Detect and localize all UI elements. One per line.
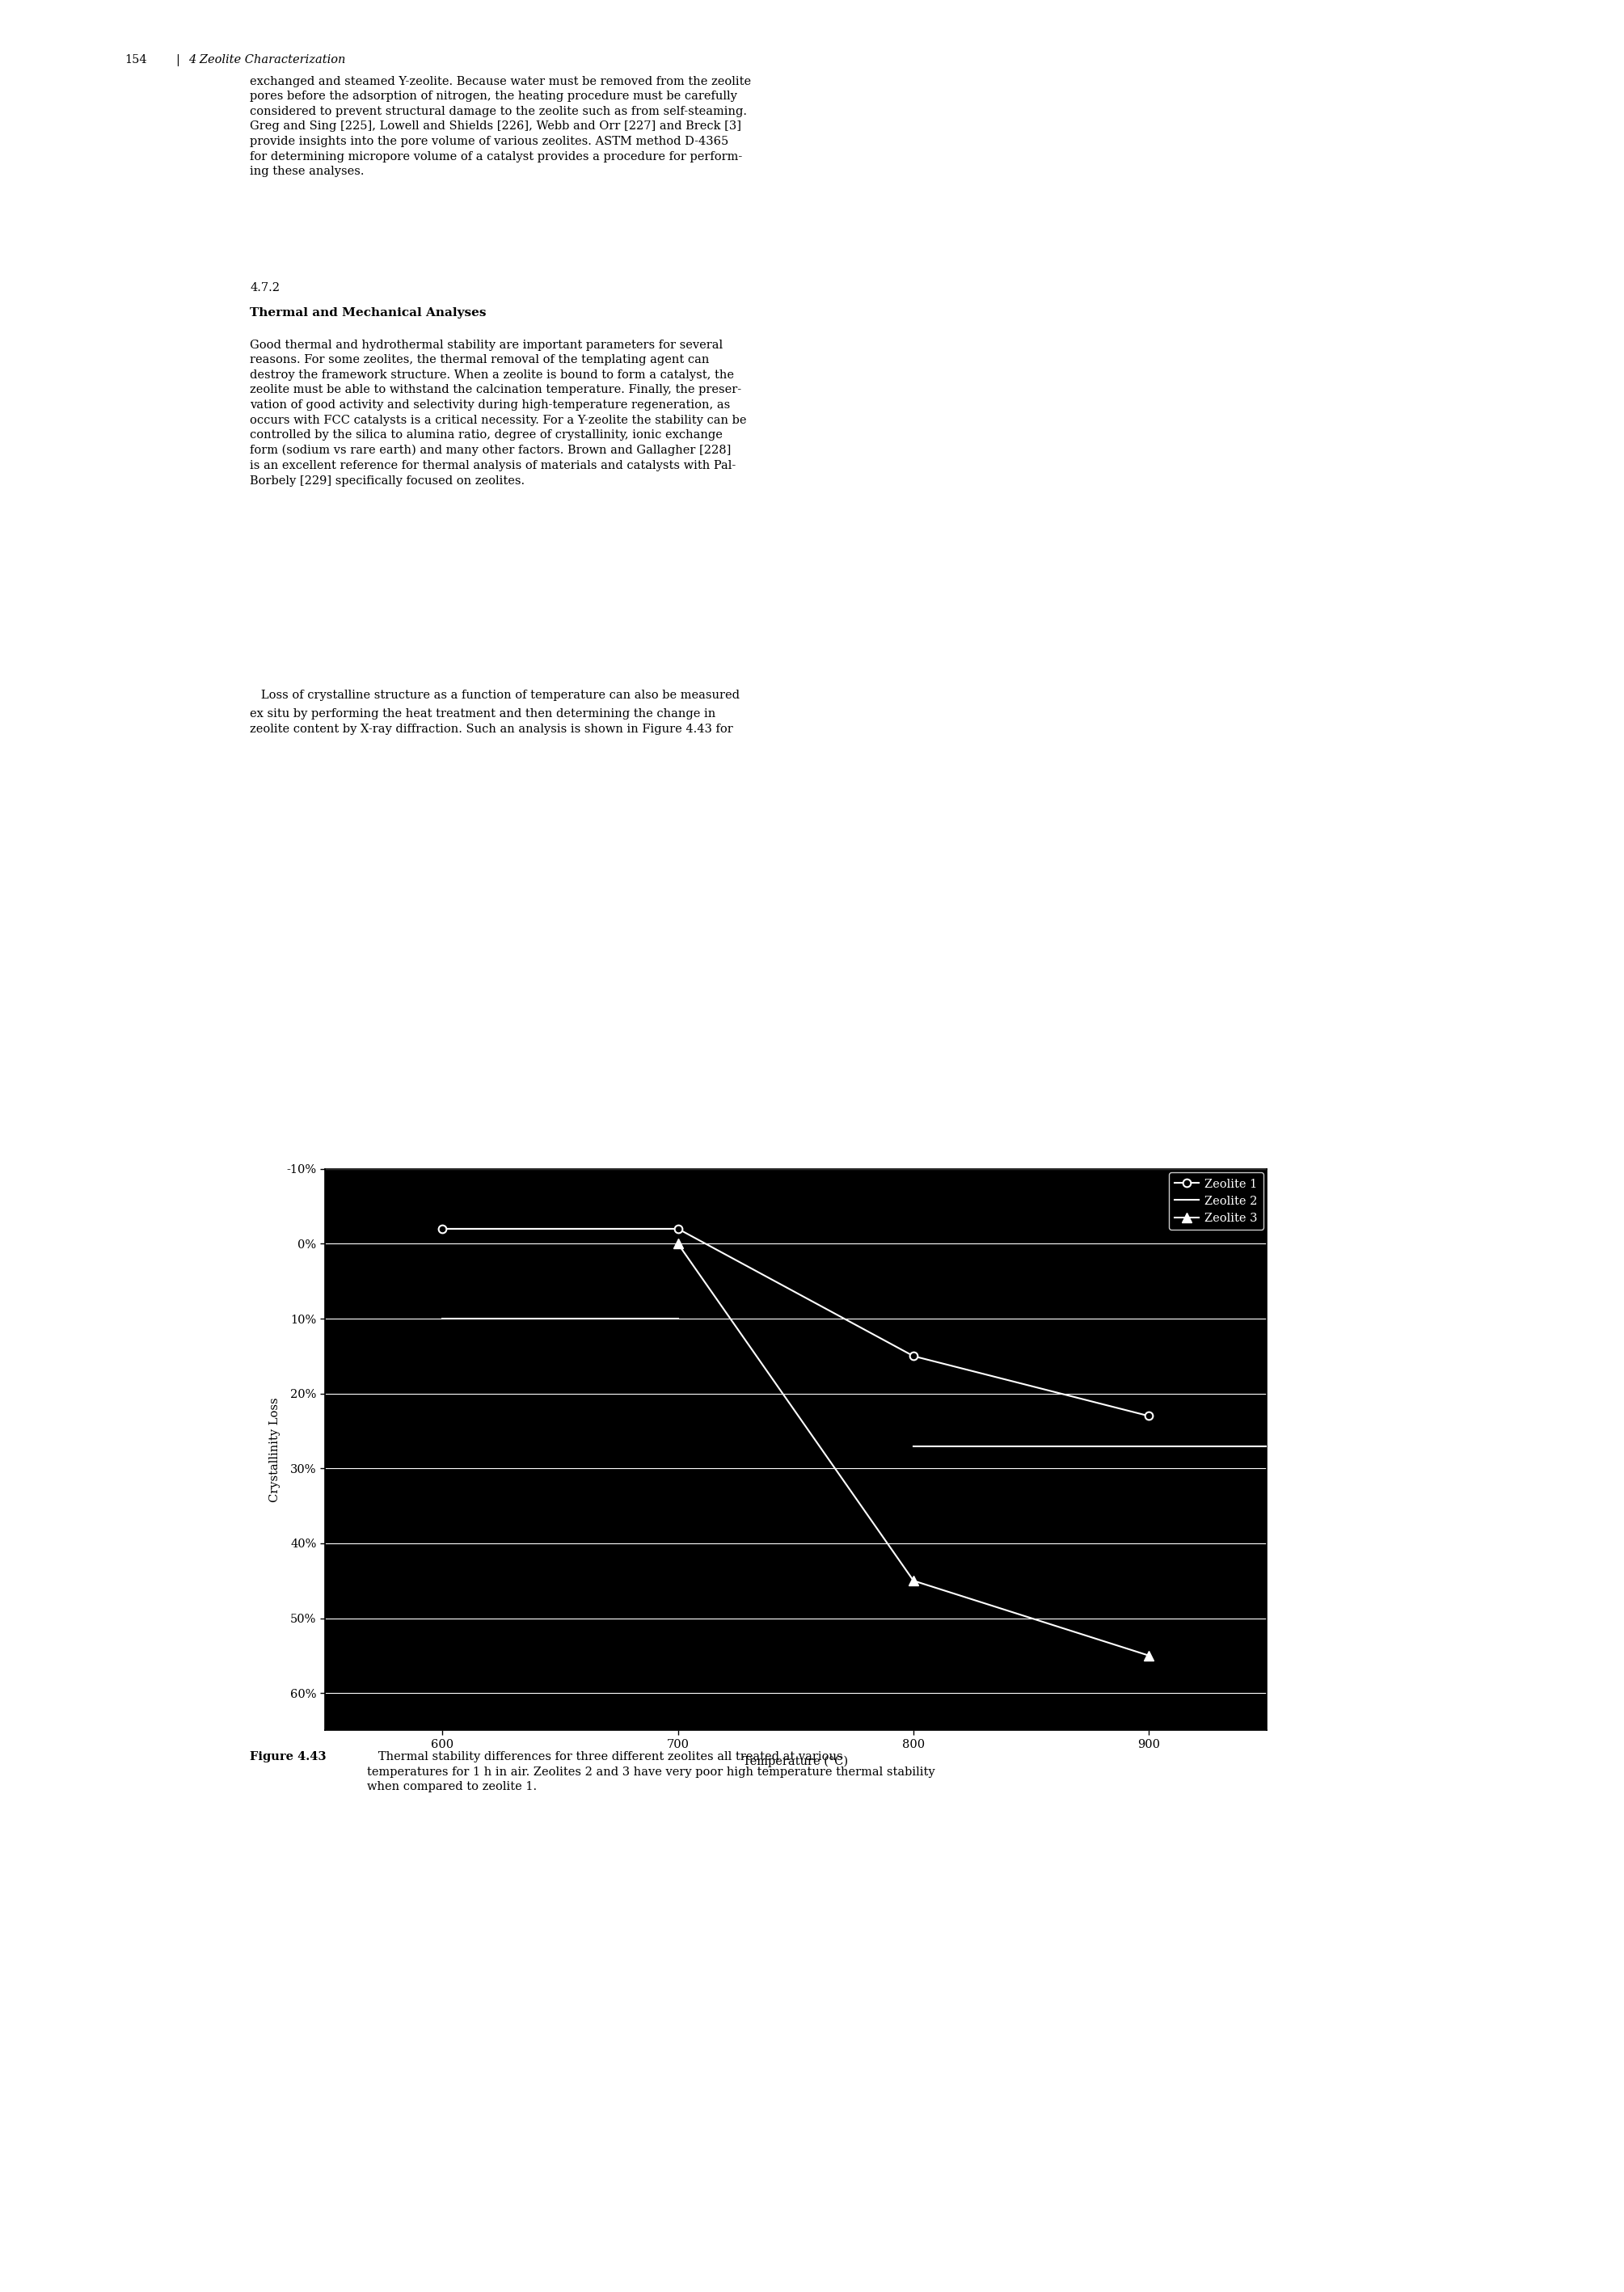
Text: Thermal stability differences for three different zeolites all treated at variou: Thermal stability differences for three …: [367, 1751, 935, 1792]
Zeolite 3: [903, 1568, 922, 1595]
Text: 4 Zeolite Characterization: 4 Zeolite Characterization: [188, 53, 346, 64]
X-axis label: Temperature (°C): Temperature (°C): [744, 1756, 848, 1767]
Zeolite 3: [669, 1231, 689, 1258]
Y-axis label: Crystallinity Loss: Crystallinity Loss: [270, 1398, 281, 1501]
Text: Figure 4.43: Figure 4.43: [250, 1751, 326, 1763]
Text: 4.7.2: 4.7.2: [250, 282, 279, 293]
Text: Good thermal and hydrothermal stability are important parameters for several
rea: Good thermal and hydrothermal stability …: [250, 339, 747, 486]
Zeolite 1: [432, 1215, 451, 1242]
Zeolite 2: [432, 1304, 451, 1332]
Zeolite 1: [903, 1343, 922, 1371]
Text: ex situ by performing the heat treatment and then determining the change in
zeol: ex situ by performing the heat treatment…: [250, 708, 734, 736]
Zeolite 2: [669, 1304, 689, 1332]
Line: Zeolite 3: Zeolite 3: [672, 1238, 1155, 1662]
Text: exchanged and steamed Y-zeolite. Because water must be removed from the zeolite
: exchanged and steamed Y-zeolite. Because…: [250, 76, 752, 176]
Line: Zeolite 1: Zeolite 1: [438, 1224, 1153, 1421]
Text: Loss of crystalline structure as a function of temperature can also be measured: Loss of crystalline structure as a funct…: [250, 690, 741, 701]
Zeolite 3: [1140, 1641, 1160, 1669]
Legend: Zeolite 1, Zeolite 2, Zeolite 3: Zeolite 1, Zeolite 2, Zeolite 3: [1169, 1174, 1263, 1231]
Text: 154: 154: [125, 53, 148, 64]
Zeolite 1: [669, 1215, 689, 1242]
Text: |: |: [175, 53, 179, 66]
Zeolite 1: [1140, 1403, 1160, 1430]
Text: Thermal and Mechanical Analyses: Thermal and Mechanical Analyses: [250, 307, 487, 319]
